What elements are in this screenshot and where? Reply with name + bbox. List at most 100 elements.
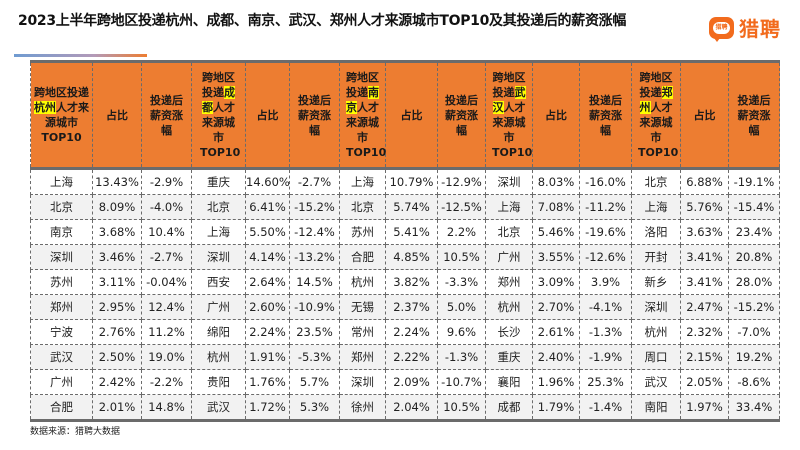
share-cell: 3.41% bbox=[680, 269, 729, 295]
salary-growth-cell: -4.0% bbox=[141, 194, 192, 220]
col-header-share: 占比 bbox=[92, 61, 142, 170]
table-row: 广州 2.42% -2.2% 贵阳 1.76% 5.7% 深圳 2.09% -10.7% 襄阳 1.… bbox=[30, 369, 780, 395]
source-city-cell: 常州 bbox=[339, 319, 386, 345]
source-city-cell: 南京 bbox=[30, 219, 93, 245]
liepin-logo: 猎聘 猎聘 bbox=[709, 13, 781, 42]
salary-growth-cell: -12.6% bbox=[579, 244, 632, 270]
salary-growth-cell: -19.6% bbox=[579, 219, 632, 245]
source-city-cell: 贵阳 bbox=[191, 369, 246, 395]
source-city-cell: 南阳 bbox=[631, 394, 681, 421]
source-city-cell: 武汉 bbox=[191, 394, 246, 421]
share-cell: 2.22% bbox=[385, 344, 438, 370]
salary-growth-cell: -2.9% bbox=[141, 168, 192, 195]
salary-growth-cell: -10.7% bbox=[437, 369, 486, 395]
share-cell: 8.03% bbox=[532, 168, 580, 195]
salary-growth-cell: -0.04% bbox=[141, 269, 192, 295]
col-header-share: 占比 bbox=[680, 61, 729, 170]
share-cell: 3.82% bbox=[385, 269, 438, 295]
share-cell: 2.24% bbox=[385, 319, 438, 345]
table-row: 上海 13.43% -2.9% 重庆 14.60% -2.7% 上海 10.79% -12.9%… bbox=[30, 168, 780, 195]
source-city-cell: 杭州 bbox=[485, 294, 533, 320]
table-row: 南京 3.68% 10.4% 上海 5.50% -12.4% 苏州 5.41% 2.2% 北京 5.… bbox=[30, 219, 780, 245]
salary-growth-cell: -1.4% bbox=[579, 394, 632, 421]
source-city-cell: 郑州 bbox=[485, 269, 533, 295]
source-city-cell: 徐州 bbox=[339, 394, 386, 421]
source-city-cell: 上海 bbox=[191, 219, 246, 245]
share-cell: 10.79% bbox=[385, 168, 438, 195]
salary-growth-cell: 28.0% bbox=[728, 269, 780, 295]
salary-growth-cell: -2.2% bbox=[141, 369, 192, 395]
col-header-salary-growth: 投递后薪资涨幅 bbox=[141, 61, 192, 170]
salary-growth-cell: 5.7% bbox=[289, 369, 340, 395]
share-cell: 1.76% bbox=[245, 369, 290, 395]
source-city-cell: 深圳 bbox=[339, 369, 386, 395]
source-city-cell: 深圳 bbox=[631, 294, 681, 320]
share-cell: 2.42% bbox=[92, 369, 142, 395]
salary-growth-cell: -1.3% bbox=[437, 344, 486, 370]
share-cell: 3.09% bbox=[532, 269, 580, 295]
share-cell: 2.04% bbox=[385, 394, 438, 421]
salary-growth-cell: -7.0% bbox=[728, 319, 780, 345]
col-header-salary-growth: 投递后薪资涨幅 bbox=[289, 61, 340, 170]
logo-text: 猎聘 bbox=[739, 17, 781, 41]
share-cell: 2.76% bbox=[92, 319, 142, 345]
salary-growth-cell: -2.7% bbox=[141, 244, 192, 270]
table-row: 苏州 3.11% -0.04% 西安 2.64% 14.5% 杭州 3.82% -3.3% 郑州 3… bbox=[30, 269, 780, 295]
source-city-cell: 绵阳 bbox=[191, 319, 246, 345]
share-cell: 2.05% bbox=[680, 369, 729, 395]
source-city-cell: 郑州 bbox=[30, 294, 93, 320]
source-city-cell: 杭州 bbox=[191, 344, 246, 370]
salary-growth-cell: 14.5% bbox=[289, 269, 340, 295]
share-cell: 7.08% bbox=[532, 194, 580, 220]
share-cell: 8.09% bbox=[92, 194, 142, 220]
col-header-salary-growth: 投递后薪资涨幅 bbox=[728, 61, 780, 170]
col-header-wuhan-source: 跨地区投递武汉人才来源城市TOP10 bbox=[485, 61, 533, 170]
salary-growth-cell: -13.2% bbox=[289, 244, 340, 270]
salary-growth-cell: -15.4% bbox=[728, 194, 780, 220]
share-cell: 2.60% bbox=[245, 294, 290, 320]
salary-growth-cell: -1.3% bbox=[579, 319, 632, 345]
share-cell: 2.70% bbox=[532, 294, 580, 320]
source-city-cell: 广州 bbox=[30, 369, 93, 395]
salary-growth-cell: -4.1% bbox=[579, 294, 632, 320]
source-city-cell: 宁波 bbox=[30, 319, 93, 345]
source-city-cell: 杭州 bbox=[631, 319, 681, 345]
salary-growth-cell: 19.0% bbox=[141, 344, 192, 370]
col-header-zhengzhou-source: 跨地区投递郑州人才来源城市TOP10 bbox=[631, 61, 681, 170]
source-city-cell: 上海 bbox=[631, 194, 681, 220]
share-cell: 2.61% bbox=[532, 319, 580, 345]
share-cell: 1.96% bbox=[532, 369, 580, 395]
share-cell: 3.46% bbox=[92, 244, 142, 270]
share-cell: 1.97% bbox=[680, 394, 729, 421]
source-city-cell: 苏州 bbox=[339, 219, 386, 245]
share-cell: 3.55% bbox=[532, 244, 580, 270]
salary-growth-cell: 20.8% bbox=[728, 244, 780, 270]
salary-growth-cell: 23.5% bbox=[289, 319, 340, 345]
share-cell: 5.41% bbox=[385, 219, 438, 245]
share-cell: 2.64% bbox=[245, 269, 290, 295]
salary-growth-cell: -1.9% bbox=[579, 344, 632, 370]
highlighted-city: 杭州 bbox=[34, 101, 56, 114]
salary-growth-cell: 5.3% bbox=[289, 394, 340, 421]
source-city-cell: 北京 bbox=[485, 219, 533, 245]
table-row: 北京 8.09% -4.0% 北京 6.41% -15.2% 北京 5.74% -12.5% 上海… bbox=[30, 194, 780, 220]
source-city-cell: 开封 bbox=[631, 244, 681, 270]
table-row: 郑州 2.95% 12.4% 广州 2.60% -10.9% 无锡 2.37% 5.0% 杭州 2.… bbox=[30, 294, 780, 320]
logo-badge-text: 猎聘 bbox=[713, 21, 730, 34]
salary-growth-cell: 10.5% bbox=[437, 394, 486, 421]
salary-growth-cell: 10.5% bbox=[437, 244, 486, 270]
share-cell: 5.74% bbox=[385, 194, 438, 220]
share-cell: 2.15% bbox=[680, 344, 729, 370]
share-cell: 4.85% bbox=[385, 244, 438, 270]
col-header-hangzhou-source: 跨地区投递杭州人才来源城市TOP10 bbox=[30, 61, 93, 170]
salary-growth-cell: -11.2% bbox=[579, 194, 632, 220]
share-cell: 2.40% bbox=[532, 344, 580, 370]
share-cell: 2.95% bbox=[92, 294, 142, 320]
share-cell: 5.50% bbox=[245, 219, 290, 245]
source-city-cell: 洛阳 bbox=[631, 219, 681, 245]
share-cell: 14.60% bbox=[245, 168, 290, 195]
table-row: 深圳 3.46% -2.7% 深圳 4.14% -13.2% 合肥 4.85% 10.5% 广州 3… bbox=[30, 244, 780, 270]
source-city-cell: 广州 bbox=[485, 244, 533, 270]
table-header-row: 跨地区投递杭州人才来源城市TOP10 占比 投递后薪资涨幅 跨地区投递成都人才来… bbox=[30, 61, 780, 170]
source-city-cell: 长沙 bbox=[485, 319, 533, 345]
